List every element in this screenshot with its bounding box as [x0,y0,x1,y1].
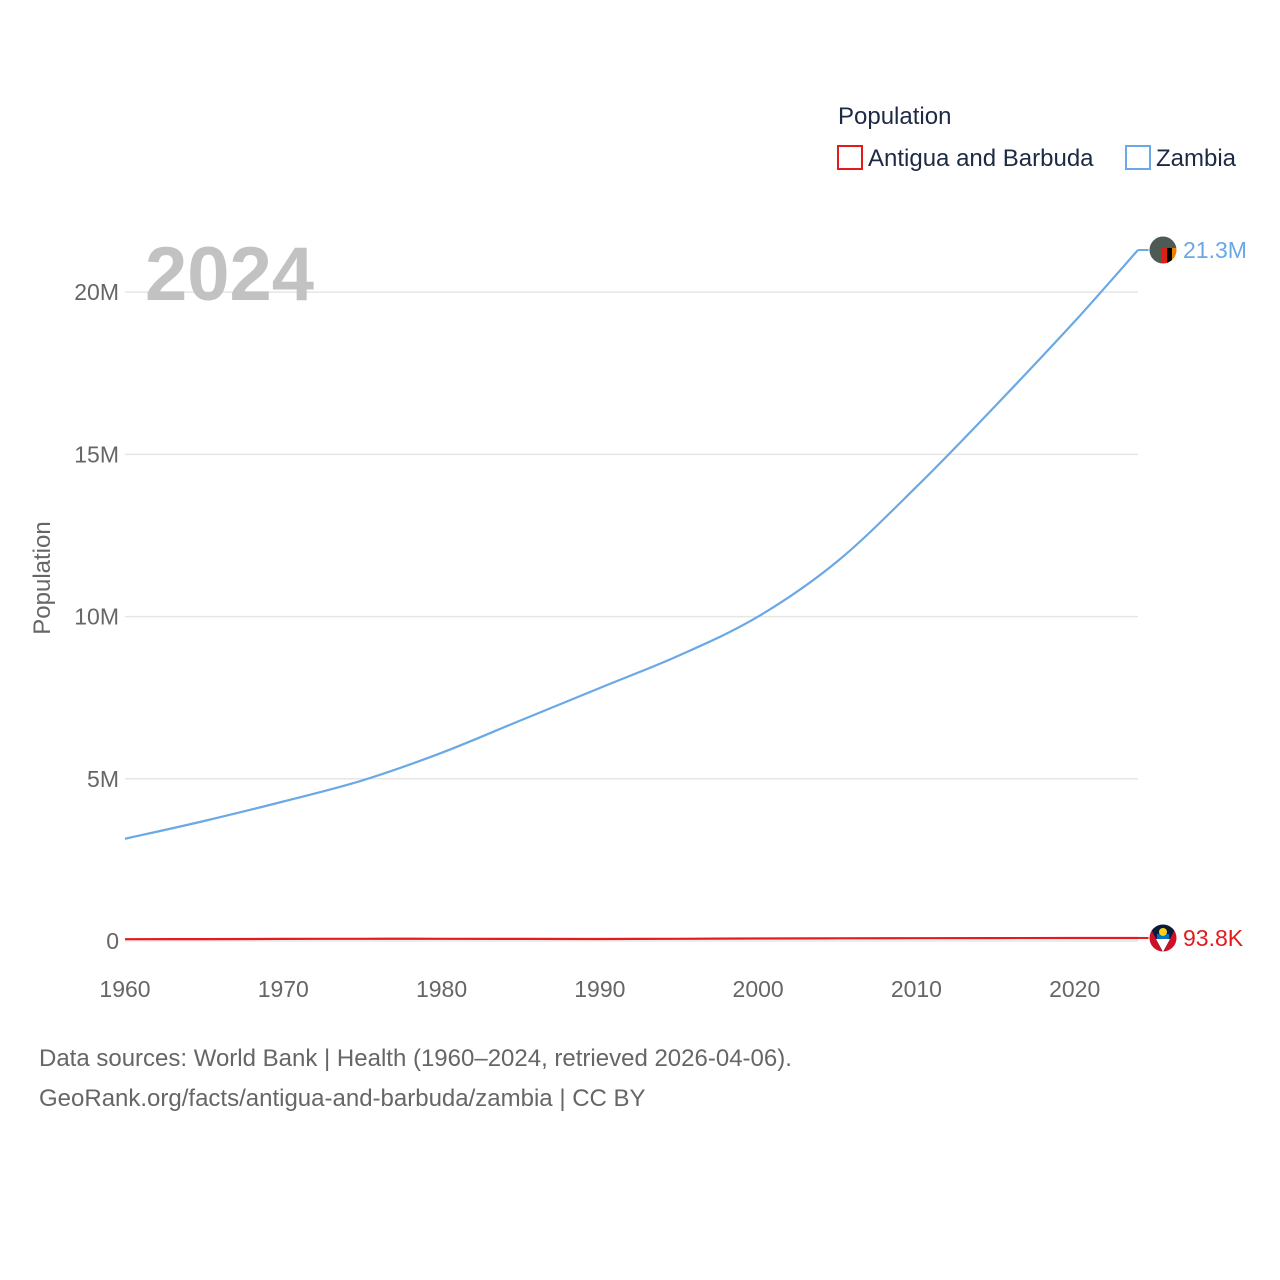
x-tick-label: 2020 [1049,976,1100,1002]
legend[interactable]: Population Antigua and Barbuda Zambia [837,103,1237,172]
y-tick-label: 15M [74,441,119,467]
legend-label-antigua-and-barbuda: Antigua and Barbuda [868,145,1094,172]
source-line-1: Data sources: World Bank | Health (1960–… [39,1045,792,1072]
legend-swatch-zambia [1125,145,1151,170]
series-line-antigua-and-barbuda[interactable] [124,936,1138,941]
legend-title: Population [838,103,951,130]
legend-item-antigua-and-barbuda[interactable]: Antigua and Barbuda [837,145,1094,172]
x-tick-label: 2000 [733,976,784,1002]
x-tick-label: 2010 [891,976,942,1002]
end-value-label-zambia: 21.3M [1183,237,1247,263]
x-tick-label: 1980 [416,976,467,1002]
gridlines [125,291,1138,942]
year-label: 2024 [145,232,314,317]
y-tick-label: 10M [74,604,119,630]
legend-swatch-antigua-and-barbuda [837,145,863,170]
series-line-zambia[interactable] [124,249,1139,840]
y-tick-label: 5M [87,766,119,792]
x-axis-ticks: 1960 1970 1980 1990 2000 2010 2020 [99,976,1100,1002]
source-line-2[interactable]: GeoRank.org/facts/antigua-and-barbuda/za… [39,1085,646,1112]
x-tick-label: 1970 [258,976,309,1002]
y-axis-ticks: 0 5M 10M 15M 20M [74,279,119,954]
zambia-flag-icon [1148,235,1178,265]
x-tick-label: 1990 [574,976,625,1002]
legend-item-zambia[interactable]: Zambia [1125,145,1237,172]
legend-label-zambia: Zambia [1156,145,1237,172]
antigua-and-barbuda-flag-icon [1148,923,1178,953]
end-value-label-antigua-and-barbuda: 93.8K [1183,925,1244,951]
flag-border [1148,923,1178,953]
series-lines [124,249,1139,941]
y-tick-label: 0 [106,928,119,954]
y-tick-label: 20M [74,279,119,305]
series-end-markers: 93.8K 21.3M [1138,235,1247,953]
y-axis-title: Population [29,521,56,634]
flag-border [1148,235,1178,265]
x-tick-label: 1960 [99,976,150,1002]
